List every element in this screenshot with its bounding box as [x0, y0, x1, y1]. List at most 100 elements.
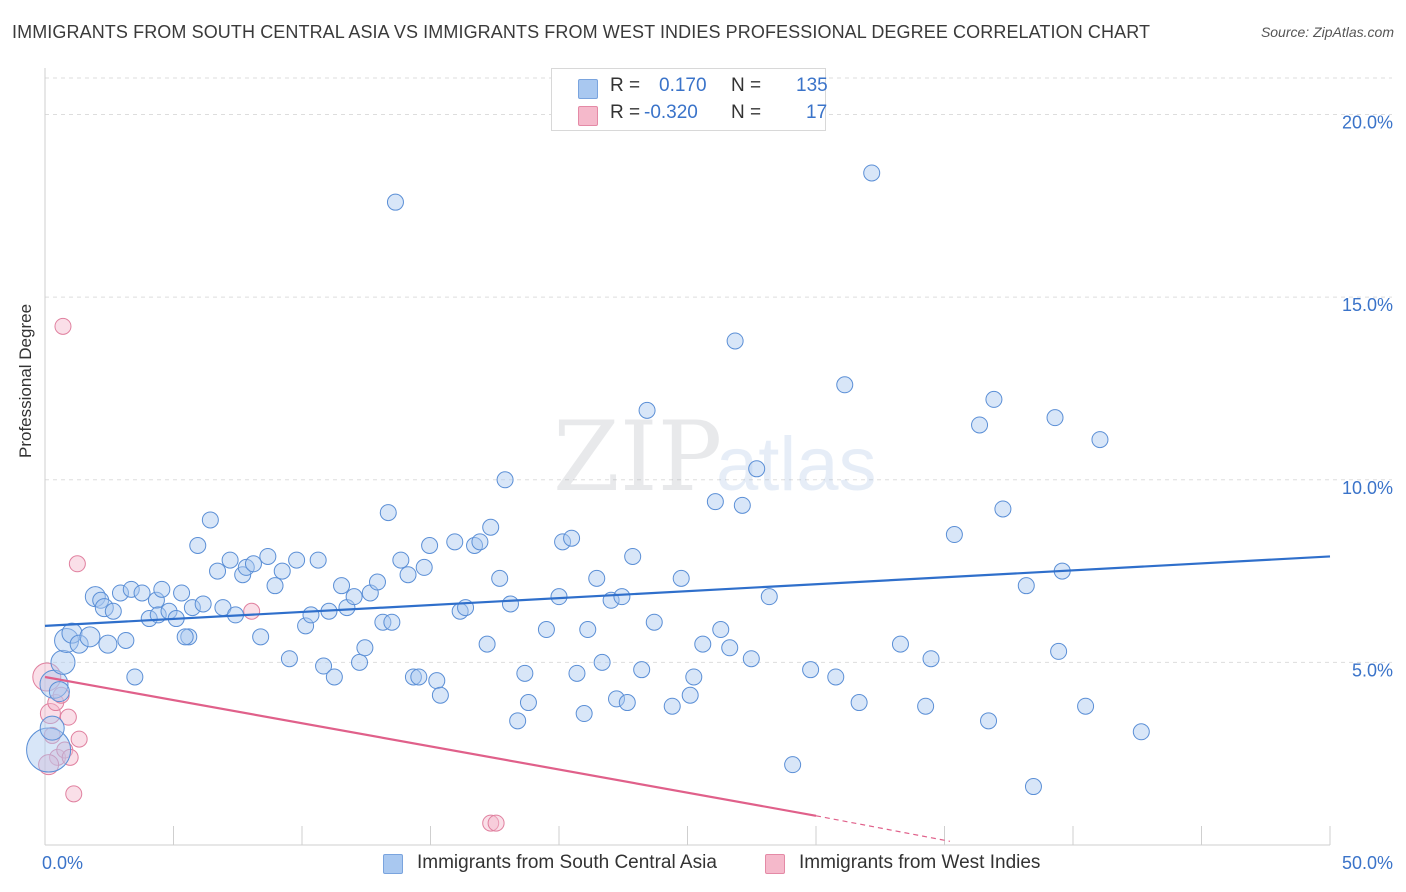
legend-n-value: 17	[806, 102, 828, 123]
south-central-asia-point	[624, 547, 642, 565]
south-central-asia-point	[863, 164, 881, 182]
south-central-asia-point	[672, 569, 690, 587]
south-central-asia-point	[94, 598, 114, 618]
south-central-asia-point	[633, 661, 651, 679]
south-central-asia-point	[563, 529, 581, 547]
bottom-legend-swatch-pink	[765, 854, 785, 874]
south-central-asia-point	[98, 634, 118, 654]
south-central-asia-point	[579, 621, 597, 639]
series-south-central-asia-points	[26, 164, 1150, 796]
tick-labels: 5.0% 10.0% 15.0% 20.0% 0.0% 50.0%	[42, 113, 1393, 873]
bottom-legend-swatch-blue	[383, 854, 403, 874]
south-central-asia-point	[111, 584, 129, 602]
south-central-asia-point	[404, 668, 422, 686]
x-tick-label: 0.0%	[42, 853, 83, 873]
south-central-asia-point	[421, 537, 439, 555]
south-central-asia-point	[379, 504, 397, 522]
trend-line-west-indies	[44, 675, 817, 817]
south-central-asia-point	[694, 635, 712, 653]
south-central-asia-point	[726, 332, 744, 350]
south-central-asia-point	[122, 580, 140, 598]
south-central-asia-point	[309, 551, 327, 569]
legend-n-label: N =	[731, 102, 762, 123]
south-central-asia-point	[399, 566, 417, 584]
south-central-asia-point	[1050, 642, 1068, 660]
source-label: Source: ZipAtlas.com	[1260, 24, 1394, 40]
south-central-asia-point	[593, 653, 611, 671]
south-central-asia-point	[153, 580, 171, 598]
y-tick-label: 5.0%	[1352, 660, 1393, 680]
south-central-asia-point	[48, 681, 70, 703]
south-central-asia-point	[356, 639, 374, 657]
south-central-asia-point	[482, 518, 500, 536]
south-central-asia-point	[478, 635, 496, 653]
south-central-asia-point	[126, 668, 144, 686]
south-central-asia-point	[209, 562, 227, 580]
south-central-asia-point	[39, 715, 65, 741]
south-central-asia-point	[183, 599, 201, 617]
y-axis-label: Professional Degree	[16, 303, 35, 458]
trend-line-south-central-asia	[44, 555, 1331, 627]
south-central-asia-point	[588, 569, 606, 587]
west-indies-point	[49, 748, 67, 766]
south-central-asia-point	[410, 668, 428, 686]
watermark-zip: ZIP	[553, 401, 722, 513]
south-central-asia-point	[266, 577, 284, 595]
south-central-asia-point	[994, 500, 1012, 518]
south-central-asia-point	[133, 584, 151, 602]
south-central-asia-point	[980, 712, 998, 730]
south-central-asia-point	[748, 460, 766, 478]
south-central-asia-point	[537, 621, 555, 639]
south-central-asia-point	[550, 588, 568, 606]
south-central-asia-point	[1091, 431, 1109, 449]
south-central-asia-point	[368, 573, 386, 591]
south-central-asia-point	[971, 416, 989, 434]
south-central-asia-point	[985, 390, 1003, 408]
south-central-asia-point	[922, 650, 940, 668]
west-indies-point	[68, 555, 86, 573]
legend-n-value: 135	[796, 75, 828, 96]
south-central-asia-point	[638, 401, 656, 419]
south-central-asia-point	[891, 635, 909, 653]
west-indies-point	[243, 602, 261, 620]
legend-r-label: R =	[610, 102, 641, 123]
legend-swatch-pink	[578, 106, 598, 126]
y-tick-label: 10.0%	[1342, 478, 1393, 498]
south-central-asia-point	[1077, 697, 1095, 715]
south-central-asia-point	[742, 650, 760, 668]
west-indies-point	[59, 708, 77, 726]
south-central-asia-point	[280, 650, 298, 668]
south-central-asia-point	[244, 555, 262, 573]
watermark: ZIP atlas	[553, 401, 877, 513]
south-central-asia-point	[297, 617, 315, 635]
south-central-asia-point	[471, 533, 489, 551]
south-central-asia-point	[554, 533, 572, 551]
south-central-asia-point	[176, 628, 194, 646]
south-central-asia-point	[608, 690, 626, 708]
south-central-asia-point	[288, 551, 306, 569]
south-central-asia-point	[685, 668, 703, 686]
south-central-asia-point	[784, 756, 802, 774]
south-central-asia-point	[61, 622, 83, 644]
x-tick-label: 50.0%	[1342, 853, 1393, 873]
south-central-asia-point	[392, 551, 410, 569]
south-central-asia-point	[325, 668, 343, 686]
west-indies-point	[65, 785, 83, 803]
south-central-asia-point	[760, 588, 778, 606]
south-central-asia-point	[706, 493, 724, 511]
south-central-asia-point	[618, 694, 636, 712]
west-indies-point	[487, 814, 505, 832]
south-central-asia-point	[802, 661, 820, 679]
south-central-asia-point	[374, 613, 392, 631]
legend-r-value: 0.170	[659, 75, 707, 96]
south-central-asia-point	[345, 588, 363, 606]
south-central-asia-point	[386, 193, 404, 211]
south-central-asia-point	[221, 551, 239, 569]
south-central-asia-point	[201, 511, 219, 529]
legend-swatch-blue	[578, 79, 598, 99]
correlation-legend: R = 0.170 N = 135 R = -0.320 N = 17	[551, 68, 828, 131]
trend-lines	[44, 555, 1331, 842]
south-central-asia-point	[1132, 723, 1150, 741]
legend-n-label: N =	[731, 75, 762, 96]
